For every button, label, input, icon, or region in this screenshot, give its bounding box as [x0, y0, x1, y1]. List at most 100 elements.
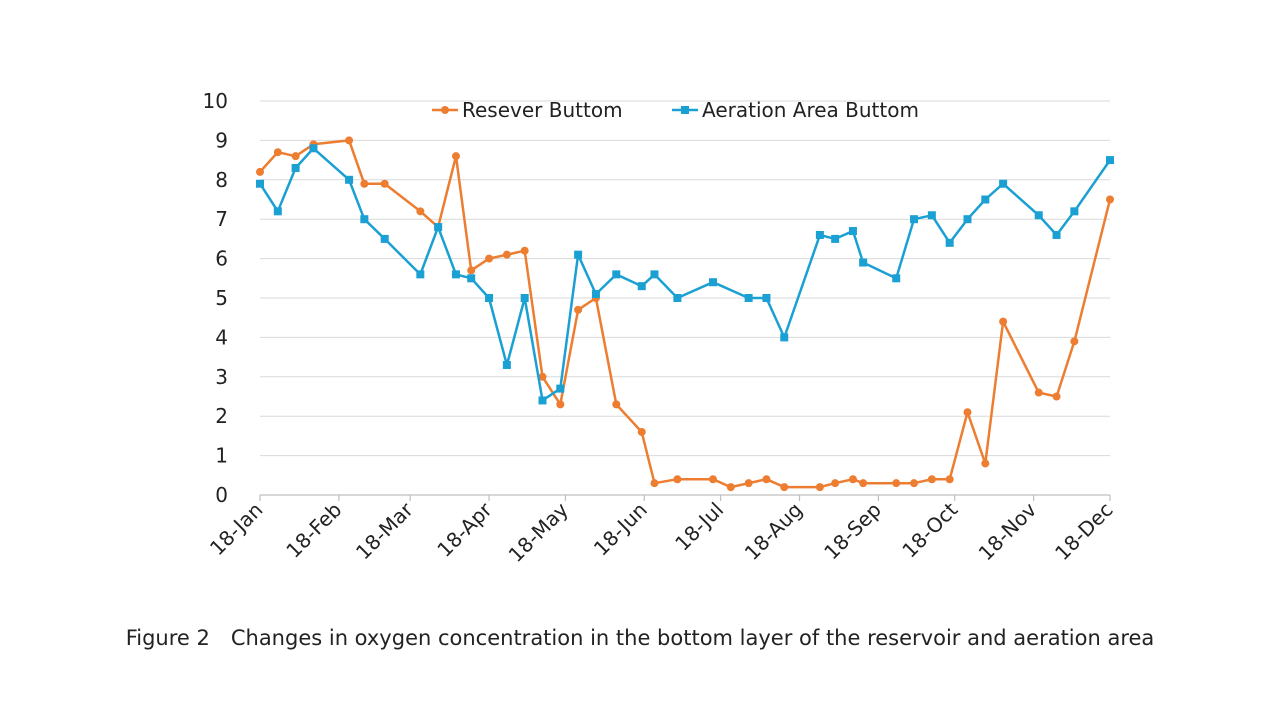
series-2-point-0: [256, 179, 264, 188]
x-tick-label-18-Aug: 18-Aug: [740, 498, 807, 565]
y-tick-label-1: 1: [215, 444, 228, 468]
series-2-point-17: [591, 290, 600, 299]
series-2-point-10: [467, 274, 476, 283]
series-2-point-32: [927, 211, 936, 220]
series-1-point-38: [1034, 388, 1043, 397]
series-1-point-32: [910, 479, 919, 488]
y-tick-label-7: 7: [215, 207, 228, 231]
y-tick-label-2: 2: [215, 404, 228, 428]
legend-item-1: Resever Buttom: [432, 98, 623, 122]
series-1-point-6: [380, 179, 389, 188]
y-tick-label-4: 4: [215, 325, 228, 349]
x-tick-label-18-Apr: 18-Apr: [432, 497, 497, 562]
series-1-point-0: [256, 167, 264, 176]
series-2-point-38: [1052, 230, 1061, 239]
series-1-point-22: [708, 475, 717, 484]
legend-label-1: Resever Buttom: [462, 98, 623, 122]
y-tick-label-0: 0: [215, 483, 228, 507]
series-1-point-13: [520, 246, 529, 255]
series-2-point-9: [451, 270, 460, 279]
x-tick-label-18-May: 18-May: [504, 497, 573, 566]
series-1-point-36: [981, 459, 990, 468]
series-1-point-24: [744, 479, 753, 488]
series-2: [256, 144, 1114, 405]
series-1-point-30: [859, 479, 868, 488]
x-tick-label-18-Feb: 18-Feb: [281, 498, 346, 563]
series-1-point-12: [502, 250, 511, 259]
y-tick-label-6: 6: [215, 247, 228, 271]
series-group: [256, 136, 1114, 492]
y-tick-label-3: 3: [215, 365, 228, 389]
series-1-point-23: [726, 483, 735, 492]
series-1-point-33: [927, 475, 936, 484]
series-1-line: [259, 139, 1112, 489]
series-2-point-1: [273, 207, 282, 216]
x-tick-label-18-Dec: 18-Dec: [1050, 498, 1117, 565]
series-2-point-15: [556, 384, 565, 393]
series-1: [256, 136, 1114, 492]
series-2-point-33: [945, 238, 954, 247]
series-2-point-26: [815, 230, 824, 239]
series-1-point-27: [815, 483, 824, 492]
series-1-point-25: [762, 475, 771, 484]
series-1-point-5: [360, 179, 369, 188]
series-2-point-35: [981, 195, 990, 204]
series-1-point-21: [673, 475, 682, 484]
series-1-point-40: [1070, 337, 1079, 346]
series-1-point-15: [556, 400, 565, 409]
series-2-point-23: [744, 294, 753, 302]
series-1-point-28: [831, 479, 840, 488]
series-2-point-28: [848, 227, 857, 236]
series-2-point-20: [650, 270, 659, 279]
series-1-point-29: [848, 475, 857, 484]
series-1-point-11: [485, 254, 494, 263]
legend: Resever Buttom Aeration Area Buttom: [432, 98, 919, 122]
figure-caption: Figure 2 Changes in oxygen concentration…: [125, 626, 1155, 650]
series-2-point-8: [434, 223, 443, 232]
series-2-point-25: [780, 333, 789, 342]
legend-label-2: Aeration Area Buttom: [702, 98, 919, 122]
series-2-point-37: [1034, 211, 1043, 220]
gridlines: [260, 100, 1110, 457]
x-tick-label-18-Nov: 18-Nov: [974, 497, 1042, 565]
series-1-point-34: [945, 475, 954, 484]
x-tick-label-18-Jun: 18-Jun: [589, 498, 652, 561]
series-2-point-36: [999, 179, 1008, 188]
series-1-point-16: [574, 305, 583, 314]
series-1-point-19: [637, 427, 646, 436]
series-2-point-21: [673, 294, 682, 302]
x-tick-label-18-Mar: 18-Mar: [351, 497, 418, 564]
series-2-point-31: [910, 215, 919, 224]
series-2-point-6: [380, 234, 389, 243]
series-2-point-5: [360, 215, 369, 224]
series-2-point-11: [485, 294, 494, 302]
series-1-point-14: [538, 372, 547, 381]
x-tick-label-18-Oct: 18-Oct: [897, 497, 962, 562]
series-2-point-4: [345, 175, 354, 184]
series-1-point-26: [780, 483, 789, 492]
y-tick-label-9: 9: [215, 128, 228, 152]
series-2-point-24: [762, 294, 771, 302]
series-2-point-39: [1070, 207, 1079, 216]
series-2-point-12: [502, 360, 511, 369]
series-2-point-27: [831, 234, 840, 243]
series-1-point-18: [612, 400, 621, 409]
series-1-point-37: [999, 317, 1008, 326]
series-2-point-14: [538, 396, 547, 405]
series-1-point-20: [650, 479, 659, 488]
series-1-point-4: [345, 136, 354, 145]
series-2-point-7: [416, 270, 425, 279]
series-2-point-40: [1106, 156, 1114, 165]
series-1-point-1: [273, 148, 282, 157]
series-2-point-3: [309, 144, 318, 153]
series-1-point-7: [416, 207, 425, 216]
series-2-point-22: [708, 278, 717, 287]
series-1-point-41: [1106, 195, 1114, 204]
series-1-point-10: [467, 266, 476, 275]
series-2-point-2: [291, 163, 300, 172]
series-2-point-30: [892, 274, 901, 283]
legend-item-2: Aeration Area Buttom: [672, 98, 919, 122]
series-2-point-19: [637, 282, 646, 291]
series-2-point-29: [859, 258, 868, 267]
